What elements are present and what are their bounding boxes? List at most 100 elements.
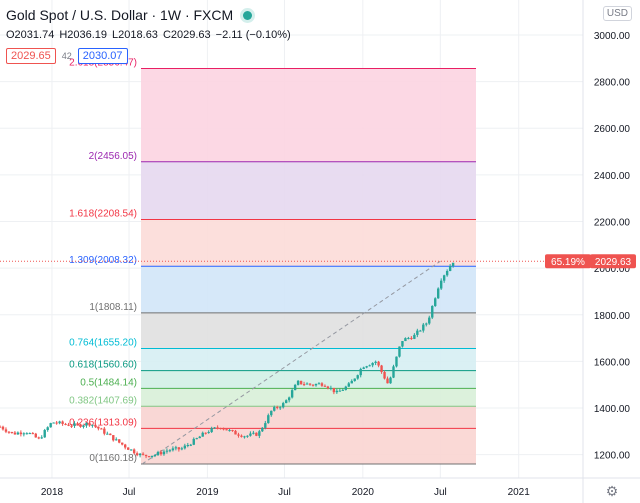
fib-level-label: 1(1808.11) [89,302,137,313]
candle-body [270,410,273,416]
candle-body [395,356,398,367]
candle-body [10,431,14,433]
candle-body [413,334,416,339]
candle-body [350,380,353,384]
candle-body [168,450,172,452]
candle-body [425,323,428,325]
candle-body [407,337,410,339]
candle-body [422,324,425,331]
candle-body [19,432,23,435]
symbol-title[interactable]: Gold Spot / U.S. Dollar · 1W · FXCM [6,7,234,23]
price-tick-label: 3000.00 [594,31,631,42]
fib-level-label: 0.5(1484.14) [80,377,137,388]
time-tick-label: 2019 [196,487,219,498]
candle-body [64,423,67,425]
candle-body [434,298,437,307]
candle-body [180,448,184,450]
candle-body [129,449,133,451]
candle-body [192,438,195,445]
candle-body [174,447,178,449]
candle-body [332,387,336,393]
candle-body [153,454,157,456]
candle-body [150,455,154,457]
candle-body [0,426,2,428]
price-badge-label: 2029.63 [595,257,632,268]
candle-body [28,433,32,435]
candle-body [380,365,383,373]
candle-body [207,432,210,434]
candle-body [165,450,169,452]
candle-body [49,423,52,428]
candle-body [299,380,303,385]
percent-badge [545,254,591,269]
candle-body [374,361,377,363]
candle-body [16,432,20,435]
candle-body [353,378,356,381]
candle-body [246,435,249,437]
sell-button[interactable]: 2029.65 [6,48,56,64]
candle-body [213,427,216,429]
fib-zone [141,428,476,464]
candle-body [88,422,91,426]
candle-body [144,454,148,457]
candle-body [323,385,327,387]
candle-body [359,368,362,376]
currency-button[interactable]: USD [602,6,632,21]
candle-body [201,432,204,437]
candle-body [284,400,288,404]
change-value: −2.11 (−0.10%) [215,29,291,41]
fib-zone [141,161,476,220]
candle-body [132,449,136,454]
candle-body [171,448,175,451]
fib-level-label: 0.764(1655.20) [69,338,137,349]
candle-body [249,433,252,436]
candle-body [448,266,452,271]
candle-body [296,380,300,385]
fib-zone [141,370,476,389]
fib-zone [141,68,476,162]
candle-body [70,425,73,427]
candle-body [79,424,82,427]
candle-body [135,453,139,456]
candle-body [82,425,85,427]
candle-body [362,367,365,369]
price-tick-label: 1800.00 [594,311,631,322]
candle-body [451,262,455,267]
candle-body [189,444,192,446]
candle-body [225,429,228,431]
candle-body [439,280,443,289]
price-tick-label: 2000.00 [594,264,631,275]
gear-icon[interactable]: ⚙ [606,483,619,499]
candle-body [234,430,237,435]
candle-body [43,430,46,438]
candle-body [147,456,151,458]
candle-body [392,366,395,378]
candle-body [231,430,234,432]
fib-level-label: 1.618(2208.54) [69,209,137,220]
buy-button[interactable]: 2030.07 [77,48,128,64]
candle-body [85,422,88,426]
price-tick-label: 2400.00 [594,171,631,182]
candle-body [383,372,386,379]
candle-body [109,433,112,436]
time-tick-label: 2018 [41,487,64,498]
candle-body [106,433,109,435]
time-tick-label: 2020 [352,487,375,498]
candle-body [34,433,37,438]
candle-body [240,435,243,437]
candle-body [264,423,267,428]
candle-body [73,423,76,426]
candle-body [61,421,64,424]
candle-body [222,428,225,430]
fib-level-label: 0.382(1407.69) [69,395,137,406]
fib-zone [141,348,476,371]
candle-body [287,397,291,401]
candle-body [91,424,94,426]
candle-body [46,427,49,431]
price-tick-label: 2800.00 [594,78,631,89]
candle-body [442,275,446,281]
fib-zone [141,312,476,349]
candle-body [341,389,345,391]
candle-body [258,431,261,436]
